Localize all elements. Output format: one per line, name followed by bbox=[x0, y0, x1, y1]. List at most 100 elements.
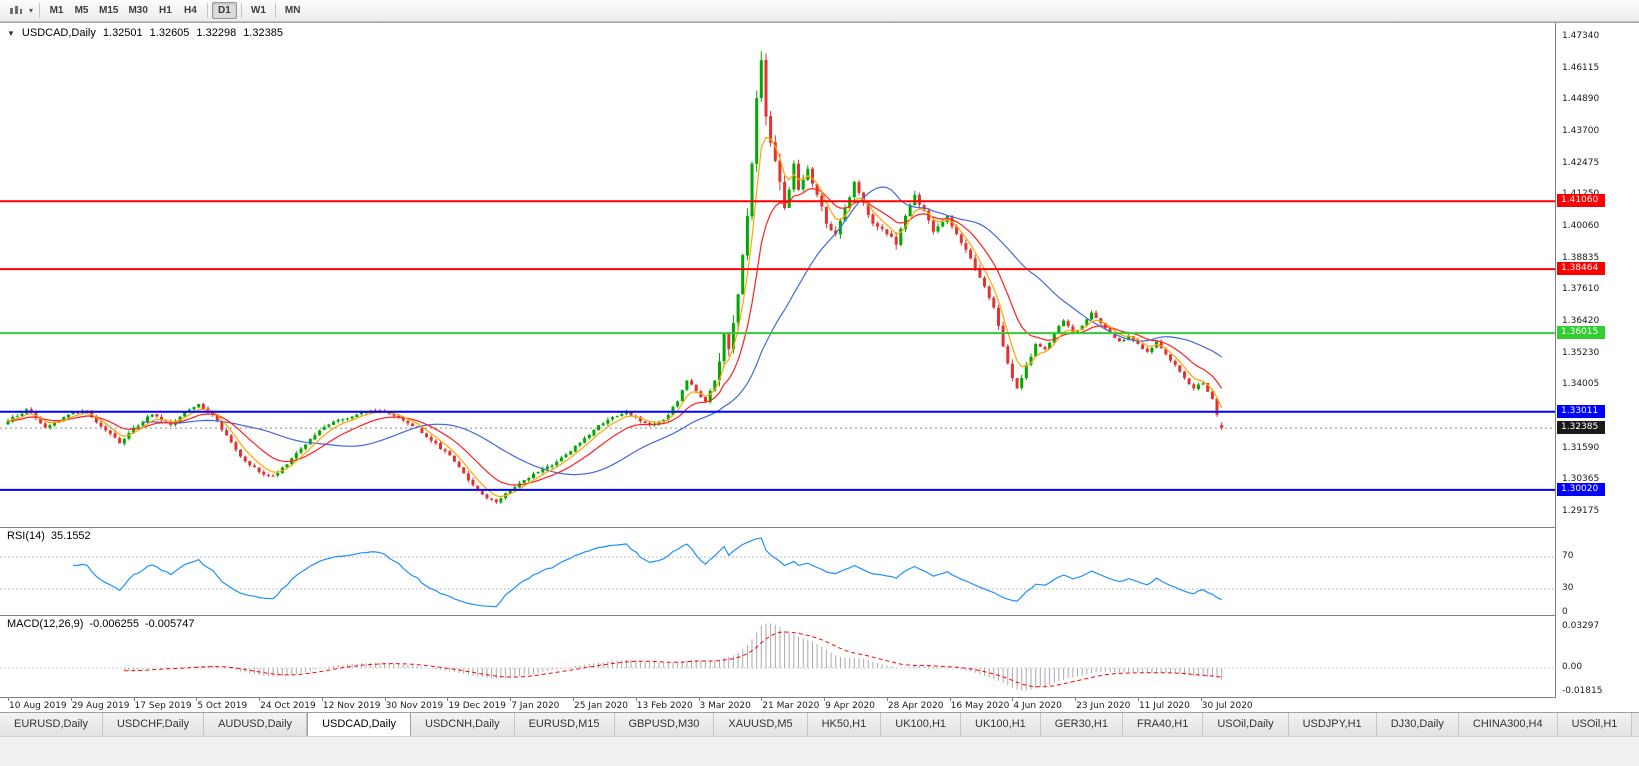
price-tick-label: 1.44890 bbox=[1562, 94, 1600, 105]
price-tick-label: 1.38835 bbox=[1562, 252, 1600, 263]
candle-body bbox=[392, 414, 396, 416]
candle-body bbox=[225, 430, 229, 436]
time-axis-tick bbox=[886, 698, 888, 701]
candle-body bbox=[355, 414, 359, 417]
price-tick-label: 1.29175 bbox=[1562, 506, 1600, 516]
timeframe-button-m30[interactable]: M30 bbox=[128, 5, 148, 16]
candle-body bbox=[1057, 326, 1061, 334]
timeframe-button-h4[interactable]: H4 bbox=[184, 5, 197, 16]
chart-tab-china300-h4[interactable]: CHINA300,H4 bbox=[1458, 713, 1558, 736]
chart-tab-xauusd-m5[interactable]: XAUUSD,M5 bbox=[714, 713, 808, 736]
time-axis-tick bbox=[761, 698, 763, 701]
candle-body bbox=[894, 236, 898, 245]
chart-type-icon[interactable] bbox=[5, 2, 27, 20]
candle-body bbox=[160, 416, 163, 421]
level-price-box: 1.41060 bbox=[1557, 194, 1605, 208]
chart-tab-eurusd-daily[interactable]: EURUSD,Daily bbox=[0, 713, 103, 736]
chart-type-dropdown-caret-icon[interactable]: ▾ bbox=[29, 6, 34, 15]
timeframe-button-mn[interactable]: MN bbox=[284, 5, 301, 16]
candle-body bbox=[1206, 383, 1210, 392]
candle-body bbox=[950, 215, 954, 227]
toolbar-divider bbox=[206, 3, 208, 18]
timeframe-toolbar: ▾ M1 M5 M15 M30 H1 H4 D1 W1 MN bbox=[0, 0, 1639, 22]
date-label: 11 Jul 2020 bbox=[1138, 701, 1190, 711]
time-axis-tick bbox=[447, 698, 449, 701]
candle-body bbox=[592, 429, 596, 436]
chart-tab-usoil-h1[interactable]: USOil,H1 bbox=[1557, 713, 1633, 736]
chart-tab-usdcnh-daily[interactable]: USDCNH,Daily bbox=[411, 713, 515, 736]
chart-tab-uk100-h1[interactable]: UK100,H1 bbox=[881, 713, 962, 736]
panel-separator[interactable] bbox=[0, 527, 1639, 528]
candle-body bbox=[834, 230, 838, 235]
chart-tab-usdchf-daily[interactable]: USDCHF,Daily bbox=[102, 713, 205, 736]
status-bar bbox=[0, 736, 1639, 766]
timeframe-button-w1[interactable]: W1 bbox=[250, 5, 266, 16]
timeframe-button-m15[interactable]: M15 bbox=[99, 5, 119, 16]
candle-body bbox=[462, 467, 466, 474]
candle-body bbox=[1043, 347, 1047, 350]
candle-body bbox=[113, 433, 117, 438]
candle-body bbox=[1108, 327, 1112, 334]
candle-body bbox=[1141, 344, 1145, 349]
candle-body bbox=[811, 168, 814, 184]
candle-body bbox=[773, 142, 777, 161]
date-label: 29 Aug 2019 bbox=[71, 701, 130, 711]
price-scale[interactable]: 1.473401.461151.448901.437001.424751.412… bbox=[1555, 23, 1639, 698]
one-click-trading-toggle-icon[interactable]: ▼ bbox=[7, 28, 15, 38]
candle-body bbox=[876, 223, 880, 227]
timeframe-button-m5[interactable]: M5 bbox=[74, 5, 89, 16]
candle-body bbox=[1024, 364, 1028, 379]
candle-body bbox=[1187, 378, 1191, 384]
candle-body bbox=[215, 414, 219, 422]
date-label: 17 Sep 2019 bbox=[134, 701, 192, 711]
candle-body bbox=[1066, 320, 1070, 327]
chart-tab-usoil-daily[interactable]: USOil,Daily bbox=[1203, 713, 1289, 736]
candle-body bbox=[336, 419, 340, 422]
chart-tab-fra40-h1[interactable]: FRA40,H1 bbox=[1122, 713, 1204, 736]
date-label: 12 Nov 2019 bbox=[322, 701, 381, 711]
candle-body bbox=[1131, 336, 1135, 341]
candle-body bbox=[1020, 377, 1024, 388]
chart-tab-uk100-h1[interactable]: UK100,H1 bbox=[961, 713, 1041, 736]
chart-tab-ger30-h1[interactable]: GER30,H1 bbox=[1040, 713, 1123, 736]
candle-body bbox=[983, 277, 986, 287]
chart-tab-audusd-daily[interactable]: AUDUSD,Daily bbox=[204, 713, 308, 736]
timeframe-button-m1[interactable]: M1 bbox=[49, 5, 64, 16]
timeframe-button-h1[interactable]: H1 bbox=[159, 5, 172, 16]
date-label: 28 Apr 2020 bbox=[887, 701, 944, 711]
panel-separator[interactable] bbox=[0, 615, 1639, 616]
candle-body bbox=[708, 390, 712, 402]
candle-body bbox=[987, 286, 991, 298]
chart-canvas[interactable] bbox=[0, 23, 1555, 712]
timeframe-button-d1[interactable]: D1 bbox=[211, 2, 237, 19]
chart-tab-gbpusd-m30[interactable]: GBPUSD,M30 bbox=[614, 713, 715, 736]
rsi-scale-label: 70 bbox=[1562, 551, 1574, 561]
candle-body bbox=[494, 499, 498, 503]
date-label: 3 Mar 2020 bbox=[699, 701, 751, 711]
time-axis[interactable]: 10 Aug 2019 29 Aug 2019 17 Sep 2019 5 Oct 2… bbox=[0, 698, 1639, 712]
time-axis-tick bbox=[196, 698, 198, 701]
candle-body bbox=[1076, 330, 1079, 334]
candle-body bbox=[601, 423, 605, 426]
candle-body bbox=[1094, 312, 1098, 318]
chart-tab-eurusd-m15[interactable]: EURUSD,M15 bbox=[514, 713, 615, 736]
candle-body bbox=[457, 461, 461, 467]
chart-tab-hk50-h1[interactable]: HK50,H1 bbox=[807, 713, 882, 736]
chart-tab-usdjpy-h1[interactable]: USDJPY,H1 bbox=[1288, 713, 1377, 736]
chart-tab-usdcad-daily[interactable]: USDCAD,Daily bbox=[307, 713, 412, 736]
candle-body bbox=[848, 197, 852, 209]
candle-body bbox=[150, 414, 154, 417]
chart-tab-dj30-daily[interactable]: DJ30,Daily bbox=[1376, 713, 1459, 736]
candle-body bbox=[350, 416, 354, 419]
candle-body bbox=[992, 297, 996, 308]
candle-body bbox=[411, 423, 415, 427]
candle-body bbox=[829, 224, 833, 231]
candle-body bbox=[271, 475, 275, 477]
date-label: 7 Jan 2020 bbox=[511, 701, 560, 711]
candle-body bbox=[625, 412, 628, 414]
candle-body bbox=[1048, 342, 1052, 349]
candle-body bbox=[1201, 383, 1205, 385]
time-axis-tick bbox=[698, 698, 700, 701]
candle-body bbox=[797, 163, 800, 190]
time-axis-tick bbox=[1075, 698, 1077, 701]
